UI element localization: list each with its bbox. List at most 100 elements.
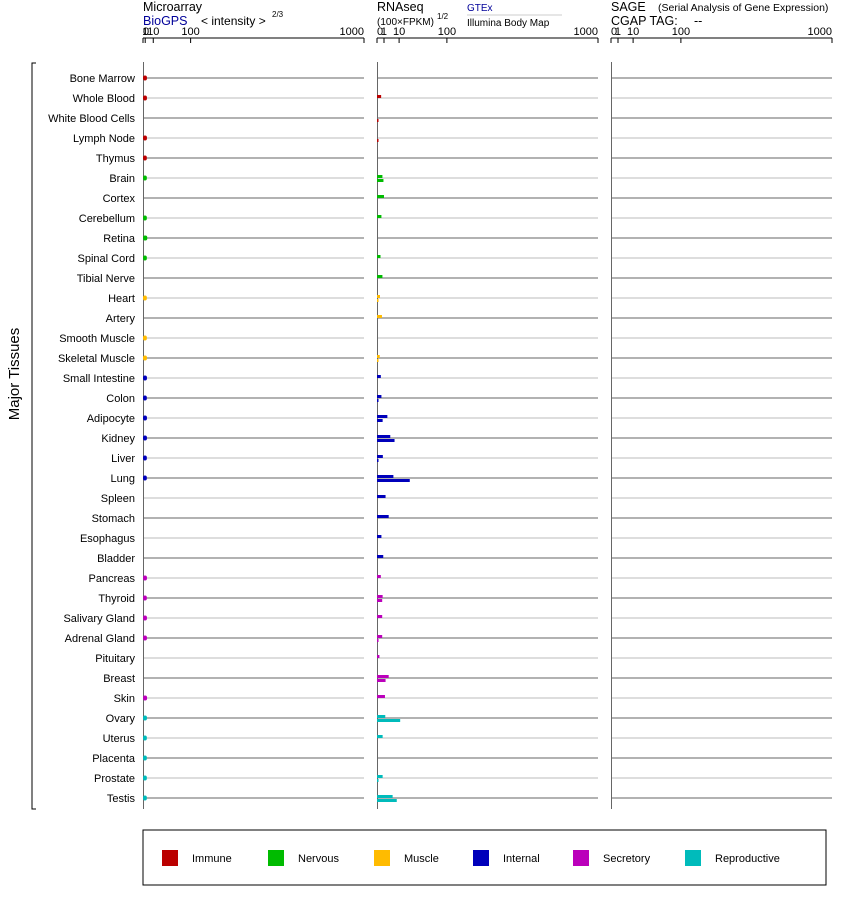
- microarray-bar: [143, 435, 147, 441]
- tissue-label: Prostate: [94, 773, 135, 785]
- biogps-link[interactable]: BioGPS: [143, 14, 187, 28]
- tissue-label: Spleen: [101, 493, 135, 505]
- tissue-label: Stomach: [92, 513, 135, 525]
- gtex-bar: [377, 495, 386, 498]
- gtex-bar: [377, 575, 381, 578]
- ibm-bar: [377, 399, 379, 402]
- gtex-bar: [377, 795, 393, 798]
- tissue-label: Breast: [103, 673, 135, 685]
- microarray-bar: [143, 755, 147, 761]
- major-tissues-label: Major Tissues: [6, 328, 23, 421]
- gtex-bar: [377, 95, 382, 98]
- tissue-label: Smooth Muscle: [59, 333, 135, 345]
- tissue-label: Tibial Nerve: [77, 273, 135, 285]
- sage-title: SAGE: [611, 0, 646, 14]
- gtex-link[interactable]: GTEx: [467, 3, 493, 14]
- legend-label: Nervous: [298, 853, 339, 865]
- tissue-label: Bladder: [97, 553, 135, 565]
- cgap-tag-value: --: [694, 14, 702, 28]
- microarray-tick-label: 1000: [340, 26, 364, 38]
- ibm-bar: [377, 679, 386, 682]
- microarray-tick-label: 10: [147, 26, 159, 38]
- tissue-label: Cortex: [103, 193, 136, 205]
- tissue-label: Colon: [106, 393, 135, 405]
- microarray-bar: [143, 575, 147, 581]
- microarray-bar: [143, 795, 147, 801]
- ibm-bar: [377, 419, 383, 422]
- bars: [143, 75, 410, 802]
- tissue-label: Brain: [109, 173, 135, 185]
- ibm-bar: [377, 119, 379, 122]
- gtex-bar: [377, 175, 383, 178]
- tissue-label: Salivary Gland: [63, 613, 135, 625]
- microarray-bar: [143, 415, 147, 421]
- microarray-bar: [143, 175, 147, 181]
- ibm-bar: [377, 479, 410, 482]
- ibm-bar: [377, 719, 401, 722]
- microarray-tick-label: 1: [142, 26, 148, 38]
- microarray-bar: [143, 355, 147, 361]
- microarray-bar: [143, 635, 147, 641]
- ibm-bar: [377, 179, 384, 182]
- tissue-label: Thyroid: [98, 593, 135, 605]
- gtex-bar: [377, 395, 382, 398]
- gtex-bar: [377, 635, 383, 638]
- legend-label: Reproductive: [715, 853, 780, 865]
- tissue-label: Heart: [108, 293, 135, 305]
- legend: Immune Nervous Muscle Internal Secretory Repr…: [162, 850, 780, 866]
- legend-label: Immune: [192, 853, 232, 865]
- microarray-title: Microarray: [143, 0, 203, 14]
- gtex-bar: [377, 695, 385, 698]
- legend-label: Internal: [503, 853, 540, 865]
- tissue-label: Pancreas: [89, 573, 136, 585]
- legend-swatch: [473, 850, 489, 866]
- tissue-label: Skeletal Muscle: [58, 353, 135, 365]
- ibm-bar: [377, 299, 379, 302]
- microarray-bar: [143, 715, 147, 721]
- microarray-bar: [143, 735, 147, 741]
- tissue-label: Lymph Node: [73, 133, 135, 145]
- rnaseq-title: RNAseq: [377, 0, 424, 14]
- microarray-bar: [143, 595, 147, 601]
- legend-swatch: [162, 850, 178, 866]
- tissue-label: Kidney: [101, 433, 135, 445]
- rnaseq-unit-label: (100×FPKM): [377, 17, 434, 28]
- microarray-tick-label: 0: [143, 26, 149, 38]
- gtex-bar: [377, 515, 389, 518]
- tissue-label: Thymus: [96, 153, 136, 165]
- gtex-bar: [377, 195, 384, 198]
- sage-title-detail: (Serial Analysis of Gene Expression): [658, 2, 828, 14]
- gtex-bar: [377, 215, 382, 218]
- tissue-label: Spinal Cord: [78, 253, 135, 265]
- microarray-bar: [143, 215, 147, 221]
- microarray-bar: [143, 475, 147, 481]
- gtex-bar: [377, 675, 389, 678]
- microarray-bar: [143, 135, 147, 141]
- legend-swatch: [374, 850, 390, 866]
- tissue-label: Adipocyte: [87, 413, 135, 425]
- gtex-bar: [377, 255, 381, 258]
- microarray-bar: [143, 375, 147, 381]
- ibm-bar: [377, 599, 383, 602]
- tissue-label: Testis: [107, 793, 136, 805]
- microarray-bar: [143, 615, 147, 621]
- sage-tick-label: 10: [627, 26, 639, 38]
- rnaseq-tick-label: 0: [377, 26, 383, 38]
- row-lines: Bone Marrow Whole Blood White Blood Cells L…: [48, 73, 832, 805]
- microarray-bar: [143, 255, 147, 261]
- legend-swatch: [268, 850, 284, 866]
- microarray-bar: [143, 395, 147, 401]
- legend-swatch: [685, 850, 701, 866]
- tissue-label: Pituitary: [95, 653, 135, 665]
- tissue-label: Small Intestine: [63, 373, 135, 385]
- gtex-bar: [377, 735, 383, 738]
- microarray-bar: [143, 455, 147, 461]
- gtex-bar: [377, 615, 383, 618]
- ibm-bar: [377, 139, 379, 142]
- microarray-bar: [143, 235, 148, 241]
- sage-tick-label: 100: [672, 26, 690, 38]
- tissue-label: Esophagus: [80, 533, 136, 545]
